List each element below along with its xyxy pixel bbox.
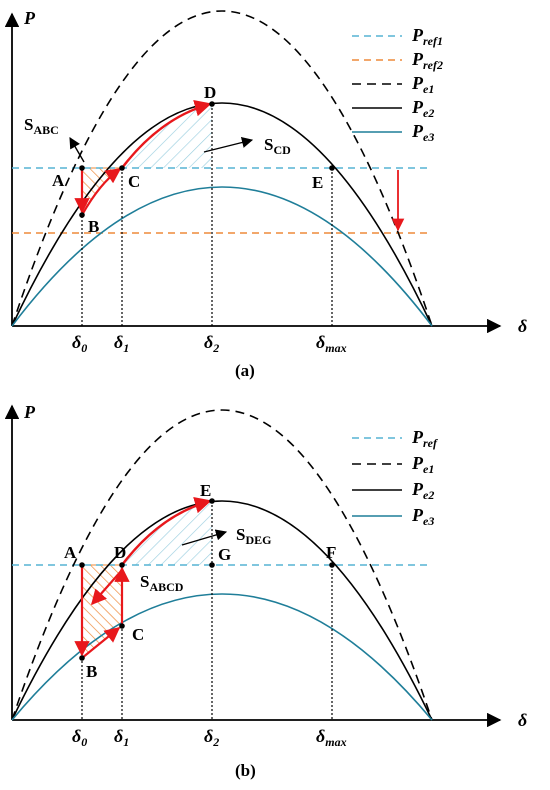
legend-a-ref1: Pref1: [411, 25, 443, 48]
area-deg-label: SDEG: [236, 525, 271, 547]
trajectory-d-to-e: [121, 496, 212, 566]
legend-b-e3: Pe3: [411, 505, 434, 528]
area-cd-label: SCD: [264, 135, 291, 157]
caption-a: (a): [235, 361, 255, 380]
tick-delta1: δ1: [114, 332, 129, 355]
caption-b: (b): [235, 761, 256, 780]
point-d-dot: [209, 101, 215, 107]
legend-a: Pref1 Pref2 Pe1 Pe2 Pe3: [352, 25, 443, 144]
tick-delta-max: δmax: [316, 332, 347, 355]
area-cd-pointer: [203, 137, 254, 153]
point-e-dot: [209, 498, 215, 504]
point-c-dot: [119, 165, 125, 171]
legend-a-e3: Pe3: [411, 121, 434, 144]
point-b-dot: [79, 212, 85, 218]
area-abcd-hatch: [81, 564, 123, 660]
y-axis-label: P: [23, 402, 36, 422]
point-b-label: B: [86, 662, 97, 681]
legend-b-ref: Pref: [411, 427, 438, 450]
x-axis-label: δ: [518, 710, 527, 730]
tick-delta2: δ2: [204, 332, 219, 355]
point-e-label: E: [312, 173, 323, 192]
point-d-label: D: [114, 543, 126, 562]
point-a-label: A: [52, 171, 65, 190]
point-f-dot: [329, 562, 335, 568]
p-e3-curve: [11, 593, 433, 721]
point-b-label: B: [88, 217, 99, 236]
trajectory-b-to-c: [81, 168, 122, 216]
y-axis-label: P: [23, 8, 36, 28]
tick-delta2: δ2: [204, 726, 219, 749]
p-e1-curve: [11, 10, 433, 327]
p-e1-curve: [11, 409, 433, 721]
point-g-label: G: [218, 545, 231, 564]
point-b-dot: [79, 655, 85, 661]
legend-b-e1: Pe1: [411, 453, 434, 476]
tick-delta0: δ0: [72, 726, 87, 749]
point-c-dot: [119, 623, 125, 629]
panel-a: P δ A B C D E SABC S: [4, 8, 527, 380]
point-d-dot: [119, 562, 125, 568]
trajectory-c-to-d: [121, 99, 212, 169]
legend-b-e2: Pe2: [411, 479, 434, 502]
x-axis-label: δ: [518, 316, 527, 336]
point-a-label: A: [64, 543, 77, 562]
point-e-dot: [329, 165, 335, 171]
area-abcd-label: SABCD: [140, 572, 184, 594]
point-e-label: E: [200, 481, 211, 500]
trajectory-b-to-c: [81, 627, 121, 659]
point-f-label: F: [326, 543, 336, 562]
point-c-label: C: [128, 172, 140, 191]
legend-a-e1: Pe1: [411, 73, 434, 96]
tick-delta-max: δmax: [316, 726, 347, 749]
p-e2-curve: [11, 500, 433, 721]
legend-a-ref2: Pref2: [411, 49, 443, 72]
area-abc-label: SABC: [24, 115, 59, 137]
point-g-dot: [209, 562, 215, 568]
panel-b: P δ A B C D E F G: [4, 402, 527, 780]
p-e3-curve: [11, 186, 433, 327]
area-deg-pointer: [181, 529, 228, 546]
legend-b: Pref Pe1 Pe2 Pe3: [352, 427, 438, 528]
tick-delta0: δ0: [72, 332, 87, 355]
legend-a-e2: Pe2: [411, 97, 434, 120]
area-deg-hatch: [122, 501, 212, 565]
area-cd-hatch: [122, 104, 212, 168]
area-abc-pointer: [69, 137, 85, 163]
p-e2-curve: [11, 102, 433, 327]
point-d-label: D: [204, 83, 216, 102]
point-a-dot: [79, 165, 85, 171]
point-a-dot: [79, 562, 85, 568]
tick-delta1: δ1: [114, 726, 129, 749]
point-c-label: C: [132, 625, 144, 644]
trajectory-back-arrow: [90, 569, 123, 606]
